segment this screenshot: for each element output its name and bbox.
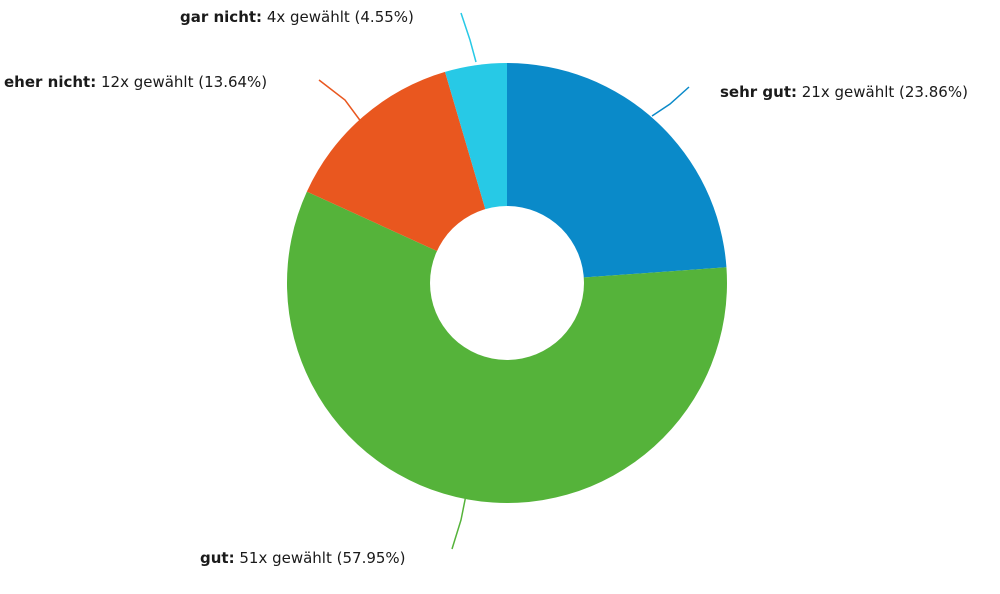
data-label-eher-nicht: eher nicht: 12x gewählt (13.64%)	[4, 73, 267, 91]
label-value: 21x gewählt (23.86%)	[797, 83, 968, 101]
label-value: 12x gewählt (13.64%)	[96, 73, 267, 91]
label-value: 51x gewählt (57.95%)	[235, 549, 406, 567]
label-category: sehr gut:	[720, 83, 797, 101]
leader-line-gut	[451, 494, 467, 550]
label-category: eher nicht:	[4, 73, 96, 91]
slice-sehr-gut[interactable]	[507, 63, 727, 283]
label-category: gut:	[200, 549, 235, 567]
leader-line-eher-nicht	[318, 79, 363, 124]
leader-line-gar-nicht	[460, 12, 477, 63]
donut-hole	[430, 206, 584, 360]
data-label-sehr-gut: sehr gut: 21x gewählt (23.86%)	[720, 83, 968, 101]
data-label-gar-nicht: gar nicht: 4x gewählt (4.55%)	[180, 8, 414, 26]
leader-lines-layer	[318, 12, 690, 550]
label-category: gar nicht:	[180, 8, 262, 26]
data-label-gut: gut: 51x gewählt (57.95%)	[200, 549, 406, 567]
labels-layer: sehr gut: 21x gewählt (23.86%) gut: 51x g…	[4, 8, 968, 567]
label-value: 4x gewählt (4.55%)	[262, 8, 414, 26]
leader-line-sehr-gut	[651, 86, 690, 117]
